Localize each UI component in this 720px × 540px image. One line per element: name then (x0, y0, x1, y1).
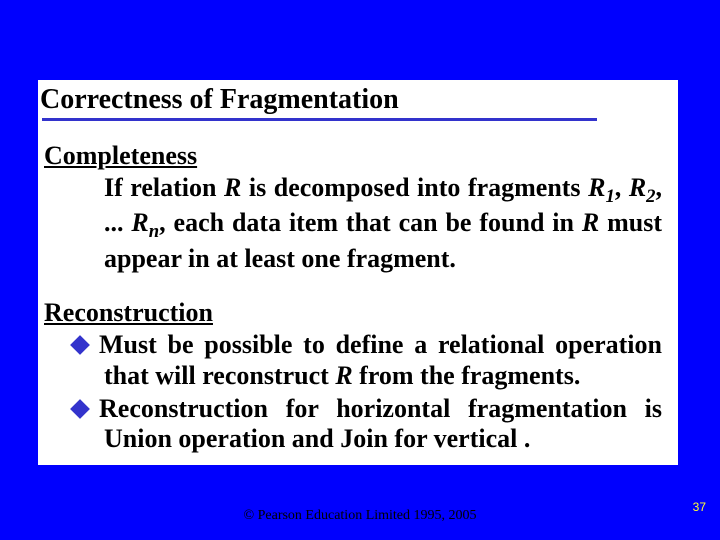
var-R2: R (629, 173, 646, 202)
heading-reconstruction: Reconstruction (44, 298, 678, 328)
text: is decomposed into fragments (241, 173, 588, 202)
slide-title: Correctness of Fragmentation (40, 84, 399, 116)
sub-1: 1 (605, 186, 614, 207)
footer-copyright: © Pearson Education Limited 1995, 2005 (0, 508, 720, 524)
completeness-text: If relation R is decomposed into fragmen… (104, 173, 662, 274)
slide-content: Correctness of Fragmentation Completenes… (38, 80, 678, 465)
var-R: R (224, 173, 241, 202)
reconstruction-bullets: Must be possible to define a relational … (68, 330, 662, 455)
var-R1: R (588, 173, 605, 202)
sub-2: 2 (646, 186, 655, 207)
sub-n: n (149, 221, 159, 242)
title-block: Correctness of Fragmentation (38, 80, 678, 121)
text: If relation (104, 173, 224, 202)
var-Rn: R (131, 208, 148, 237)
var-R-end: R (582, 208, 599, 237)
list-item: Must be possible to define a relational … (68, 330, 662, 391)
text: , (615, 173, 629, 202)
heading-completeness: Completeness (44, 141, 678, 171)
diamond-bullet-icon (70, 399, 90, 419)
text: from the fragments. (353, 361, 581, 390)
var-R: R (335, 361, 352, 390)
diamond-bullet-icon (70, 335, 90, 355)
text: , each data item that can be found in (159, 208, 582, 237)
text: Reconstruction for horizontal fragmentat… (99, 394, 662, 454)
list-item: Reconstruction for horizontal fragmentat… (68, 394, 662, 455)
page-number: 37 (693, 500, 706, 514)
title-rule (42, 118, 597, 121)
